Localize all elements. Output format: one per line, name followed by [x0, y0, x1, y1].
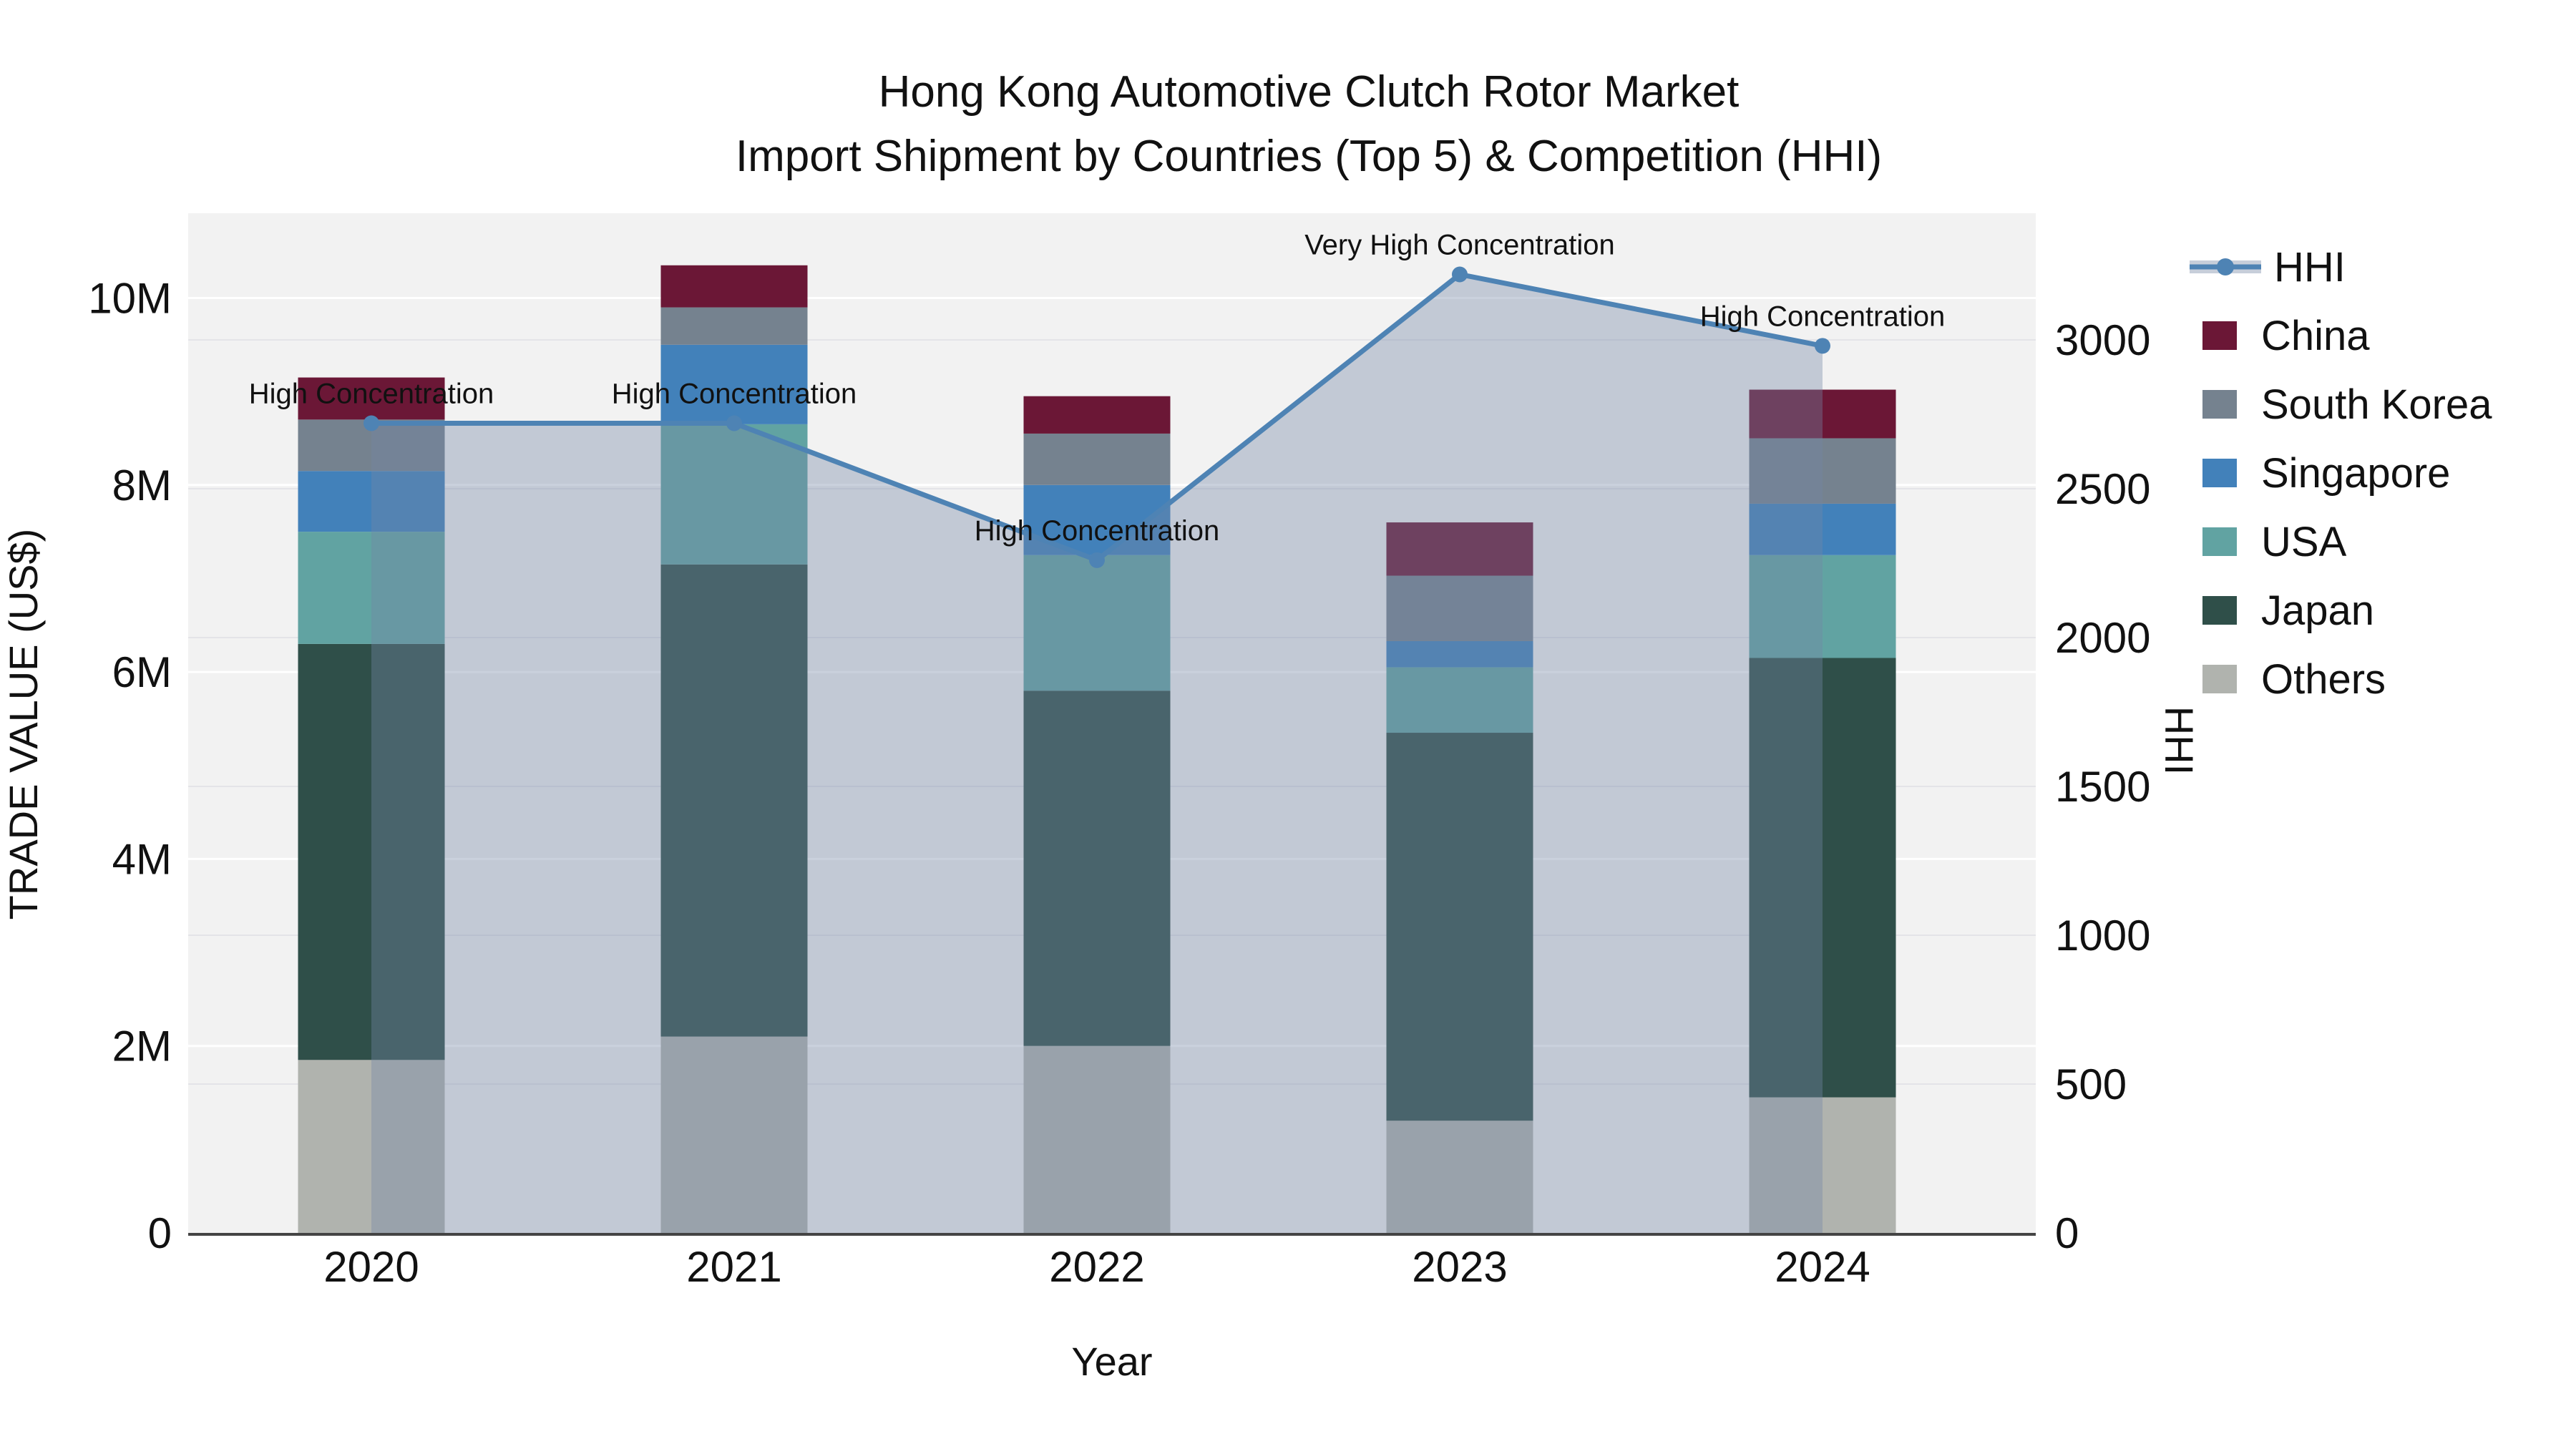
bar-segment-south-korea-2021: [660, 307, 808, 345]
bar-segment-china-2022: [1023, 396, 1171, 434]
bar-segment-singapore-2020: [298, 471, 445, 532]
bar-segment-china-2024: [1749, 389, 1896, 439]
hhi-marker-2022: [1089, 552, 1105, 568]
stacked-bars: [298, 265, 1896, 1233]
chart-title-line2: Import Shipment by Countries (Top 5) & C…: [735, 132, 1883, 181]
hhi-area: [371, 274, 1823, 1234]
bar-segment-japan-2022: [1023, 691, 1171, 1046]
bar-segment-china-2023: [1386, 522, 1533, 576]
annotations: High Concentration High Concentration High…: [249, 229, 1945, 546]
legend-item-others: Others: [2202, 645, 2492, 713]
legend-label: Japan: [2261, 587, 2375, 634]
bar-segment-singapore-2021: [660, 344, 808, 424]
bar-segment-japan-2023: [1386, 733, 1533, 1121]
bar-segment-south-korea-2022: [1023, 433, 1171, 485]
y-right-tick-3000: 3000: [2055, 316, 2150, 364]
y-left-tick-4M: 4M: [112, 835, 172, 883]
x-axis-title: Year: [1071, 1339, 1152, 1384]
y-left-tick-0: 0: [148, 1209, 172, 1257]
chart-title: Hong Kong Automotive Clutch Rotor Market…: [736, 60, 1882, 189]
legend-swatch-usa: [2202, 527, 2237, 556]
bar-segment-usa-2024: [1749, 555, 1896, 658]
bar-segment-china-2021: [660, 265, 808, 308]
bar-segment-south-korea-2023: [1386, 575, 1533, 641]
bar-segment-usa-2023: [1386, 667, 1533, 733]
y-left-tick-8M: 8M: [112, 462, 172, 509]
x-tick-label-2020: 2020: [323, 1243, 419, 1291]
hhi-marker-swatch: [2217, 258, 2234, 275]
y-right-tick-2000: 2000: [2055, 614, 2150, 662]
legend-label: USA: [2261, 518, 2347, 565]
axis-titles: Year TRADE VALUE (US$) HHI: [1, 529, 2202, 1384]
y-left-tick-2M: 2M: [112, 1023, 172, 1070]
bar-segment-japan-2020: [298, 643, 445, 1060]
x-tick-label-2022: 2022: [1049, 1243, 1144, 1291]
chart-title-line1: Hong Kong Automotive Clutch Rotor Market: [878, 67, 1740, 117]
annotation-2021: High Concentration: [612, 378, 857, 409]
bar-segment-others-2020: [298, 1060, 445, 1233]
y-right-tick-1500: 1500: [2055, 763, 2150, 811]
y-right-tick-0: 0: [2055, 1209, 2079, 1257]
legend-item-singapore: Singapore: [2202, 439, 2492, 507]
hhi-line-swatch-icon: [2190, 258, 2261, 275]
annotation-2022: High Concentration: [975, 515, 1219, 547]
x-axis: 2020 2021 2022 2023 2024: [188, 1233, 2036, 1291]
y-left-tick-6M: 6M: [112, 648, 172, 696]
legend-label: South Korea: [2261, 381, 2492, 428]
legend-swatch-china: [2202, 321, 2237, 350]
bar-segment-south-korea-2024: [1749, 438, 1896, 504]
annotation-2023: Very High Concentration: [1304, 229, 1615, 260]
y-right-tick-1000: 1000: [2055, 912, 2150, 960]
bar-segment-singapore-2024: [1749, 503, 1896, 555]
legend-item-hhi: HHI: [2190, 233, 2492, 301]
legend-item-japan: Japan: [2202, 576, 2492, 645]
bar-segment-others-2024: [1749, 1097, 1896, 1233]
y-right-axis-title: HHI: [2157, 706, 2202, 775]
legend-swatch-others: [2202, 665, 2237, 693]
annotation-2020: High Concentration: [249, 378, 494, 409]
legend-label: Others: [2261, 655, 2386, 703]
hhi-marker-2023: [1452, 266, 1468, 283]
bar-segment-others-2021: [660, 1036, 808, 1233]
x-tick-label-2021: 2021: [686, 1243, 781, 1291]
bar-segment-others-2022: [1023, 1045, 1171, 1233]
y-left-axis-title: TRADE VALUE (US$): [1, 529, 46, 920]
y-axis-left: 0 2M 4M 6M 8M 10M: [88, 275, 172, 1258]
bar-segment-others-2023: [1386, 1121, 1533, 1233]
legend-label: HHI: [2274, 243, 2346, 291]
x-tick-label-2023: 2023: [1412, 1243, 1507, 1291]
hhi-marker-2020: [364, 415, 379, 431]
hhi-markers: [364, 266, 1830, 568]
legend: HHI China South Korea Singapore USA Japan Othe…: [2190, 233, 2492, 713]
legend-item-south-korea: South Korea: [2202, 370, 2492, 439]
legend-item-china: China: [2202, 301, 2492, 370]
y-left-tick-10M: 10M: [88, 275, 172, 323]
legend-label: Singapore: [2261, 449, 2451, 497]
hhi-marker-2024: [1815, 338, 1830, 354]
bar-segment-usa-2022: [1023, 555, 1171, 691]
legend-item-usa: USA: [2202, 507, 2492, 576]
x-tick-label-2024: 2024: [1775, 1243, 1870, 1291]
legend-swatch-japan: [2202, 596, 2237, 625]
bar-segment-china-2020: [298, 377, 445, 420]
y-right-tick-500: 500: [2055, 1060, 2127, 1108]
bar-segment-usa-2021: [660, 424, 808, 565]
legend-swatch-south-korea: [2202, 390, 2237, 419]
y-axis-right: 0 500 1000 1500 2000 2500 3000: [2055, 316, 2150, 1257]
bar-segment-usa-2020: [298, 532, 445, 644]
legend-label: China: [2261, 312, 2370, 359]
hhi-area-fill: [371, 274, 1823, 1234]
y-right-tick-2500: 2500: [2055, 465, 2150, 513]
bar-segment-singapore-2023: [1386, 640, 1533, 668]
legend-swatch-singapore: [2202, 459, 2237, 487]
annotation-2024: High Concentration: [1700, 301, 1945, 332]
bar-segment-japan-2024: [1749, 658, 1896, 1098]
bar-segment-japan-2021: [660, 564, 808, 1037]
hhi-marker-2021: [726, 415, 742, 431]
